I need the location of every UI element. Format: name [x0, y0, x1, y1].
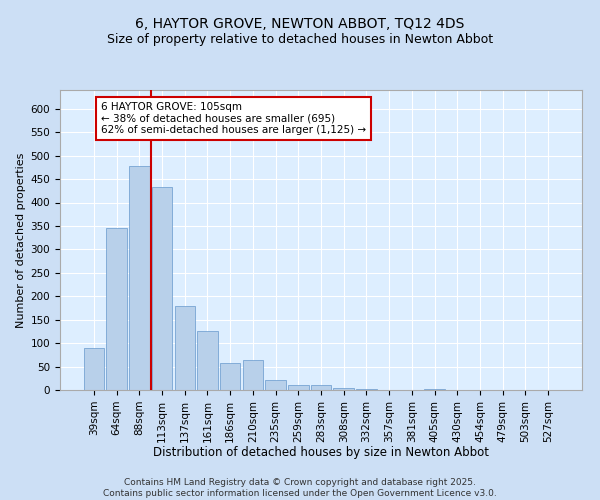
Bar	[152, 187, 172, 390]
Bar	[334, 388, 354, 390]
Bar	[197, 332, 218, 390]
Bar	[220, 363, 241, 390]
Bar	[84, 348, 104, 390]
Text: 6 HAYTOR GROVE: 105sqm
← 38% of detached houses are smaller (695)
62% of semi-de: 6 HAYTOR GROVE: 105sqm ← 38% of detached…	[101, 102, 366, 135]
X-axis label: Distribution of detached houses by size in Newton Abbot: Distribution of detached houses by size …	[153, 446, 489, 459]
Text: Contains HM Land Registry data © Crown copyright and database right 2025.
Contai: Contains HM Land Registry data © Crown c…	[103, 478, 497, 498]
Bar	[175, 306, 195, 390]
Text: Size of property relative to detached houses in Newton Abbot: Size of property relative to detached ho…	[107, 32, 493, 46]
Bar	[288, 386, 308, 390]
Bar	[356, 388, 377, 390]
Y-axis label: Number of detached properties: Number of detached properties	[16, 152, 26, 328]
Text: 6, HAYTOR GROVE, NEWTON ABBOT, TQ12 4DS: 6, HAYTOR GROVE, NEWTON ABBOT, TQ12 4DS	[136, 18, 464, 32]
Bar	[311, 386, 331, 390]
Bar	[265, 380, 286, 390]
Bar	[424, 389, 445, 390]
Bar	[242, 360, 263, 390]
Bar	[106, 228, 127, 390]
Bar	[129, 166, 149, 390]
